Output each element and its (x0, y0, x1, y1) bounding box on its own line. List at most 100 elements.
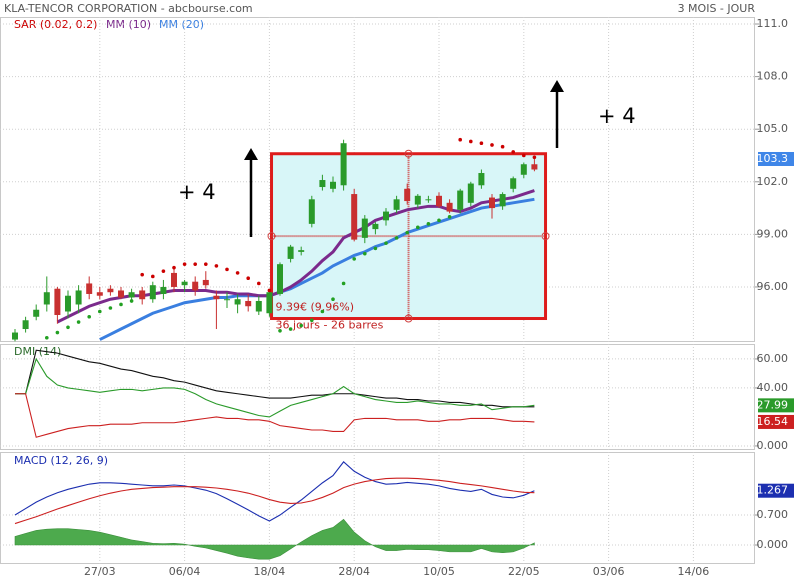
y-tick-label: 60.00 (757, 352, 789, 365)
measure-label: 36 jours - 26 barres (276, 319, 384, 332)
y-tick-label: 40.00 (757, 381, 789, 394)
y-tick-label: 111.0 (757, 17, 789, 30)
y-tick-label: 0.700 (757, 508, 789, 521)
candle-body (11, 332, 18, 340)
sar-dot (437, 218, 441, 223)
sar-dot (129, 299, 134, 303)
panel-title: DMI (14) (14, 345, 61, 358)
price-marker-label: 103.3 (757, 152, 789, 165)
candle-body (372, 223, 379, 230)
value-box (758, 414, 794, 429)
sar-dot (204, 262, 208, 266)
sar-dot (161, 269, 166, 273)
handle (404, 149, 413, 158)
candle-body (149, 285, 156, 300)
candle-body (96, 292, 103, 296)
sar-dot (108, 306, 113, 310)
y-tick-label: 102.0 (757, 175, 789, 188)
sar-dot (447, 215, 452, 219)
x-tick-label: 10/05 (423, 565, 455, 578)
candle-body (457, 190, 464, 210)
chart-subtitle: 3 MOIS - JOUR (678, 2, 756, 15)
sar-dot (320, 309, 325, 314)
handle (267, 232, 276, 241)
candle-body (287, 246, 294, 259)
histogram-area (14, 518, 535, 560)
value-box (758, 483, 794, 498)
sar-dot (76, 320, 81, 324)
sar-dot (267, 288, 272, 293)
candle-body (361, 218, 368, 238)
candle-body (192, 281, 199, 291)
candle-body (330, 181, 337, 189)
x-tick-label: 14/06 (678, 565, 710, 578)
candle-body (308, 199, 315, 224)
sar-dot (172, 265, 176, 270)
sar-dot (182, 262, 187, 266)
sar-dot (193, 262, 198, 266)
handle (541, 232, 550, 241)
macd-panel (0, 452, 755, 564)
sar-dot (384, 241, 388, 245)
candle-body (510, 178, 517, 189)
candle-body (139, 290, 146, 300)
sar-dot (490, 143, 494, 147)
y-tick-label: 96.00 (757, 280, 789, 293)
arrow (244, 148, 258, 237)
sar-dot (426, 222, 431, 226)
chart-title: KLA-TENCOR CORPORATION - abcbourse.com (4, 2, 253, 15)
candle-body (33, 309, 40, 317)
arrow (550, 80, 564, 148)
candle-body (446, 202, 453, 212)
candle-body (467, 183, 474, 203)
candle-body (266, 292, 273, 314)
price-marker (758, 151, 794, 166)
candle-body (478, 173, 485, 186)
y-tick-label: 99.00 (757, 227, 789, 240)
x-tick-label: 28/04 (338, 565, 370, 578)
y-tick-label: 105.0 (757, 122, 789, 135)
candle-body (489, 197, 496, 209)
sar-dot (469, 139, 473, 144)
sar-dot (278, 328, 282, 333)
candle-body (404, 188, 411, 202)
value-box-label: 1.267 (757, 484, 789, 497)
sar-dot (235, 271, 240, 275)
sar-dot (458, 137, 463, 142)
sar-dot (140, 272, 144, 277)
sar-dot (299, 323, 304, 328)
series-line (15, 349, 535, 408)
sar-dot (119, 302, 123, 307)
series-line (14, 477, 535, 525)
candle-body (213, 295, 220, 300)
series-line (15, 393, 535, 438)
candle-body (520, 164, 527, 175)
sar-dot (500, 144, 505, 149)
measure-label: 9.39€ (9.96%) (276, 301, 355, 314)
sar-dot (150, 274, 155, 279)
x-tick-label: 06/04 (169, 565, 201, 578)
sar-dot (66, 325, 70, 330)
sar-dot (214, 264, 219, 268)
candle-body (340, 143, 347, 186)
candle-body (202, 279, 209, 286)
candle-body (383, 211, 390, 221)
sar-dot (225, 267, 229, 272)
handle (404, 314, 413, 323)
sar-dot (331, 297, 335, 302)
sar-dot (352, 257, 357, 261)
candle-body (234, 299, 241, 305)
sar-dot (511, 150, 516, 154)
x-tick-label: 03/06 (593, 565, 625, 578)
candle-body (319, 180, 326, 188)
sar-dot (532, 155, 537, 160)
x-tick-label: 27/03 (84, 565, 116, 578)
x-tick-label: 22/05 (508, 565, 540, 578)
sar-dot (97, 309, 102, 314)
candle-body (351, 194, 358, 240)
candle-body (171, 272, 178, 287)
sar-dot (55, 330, 60, 335)
candle-body (414, 195, 421, 205)
value-box (758, 398, 794, 413)
